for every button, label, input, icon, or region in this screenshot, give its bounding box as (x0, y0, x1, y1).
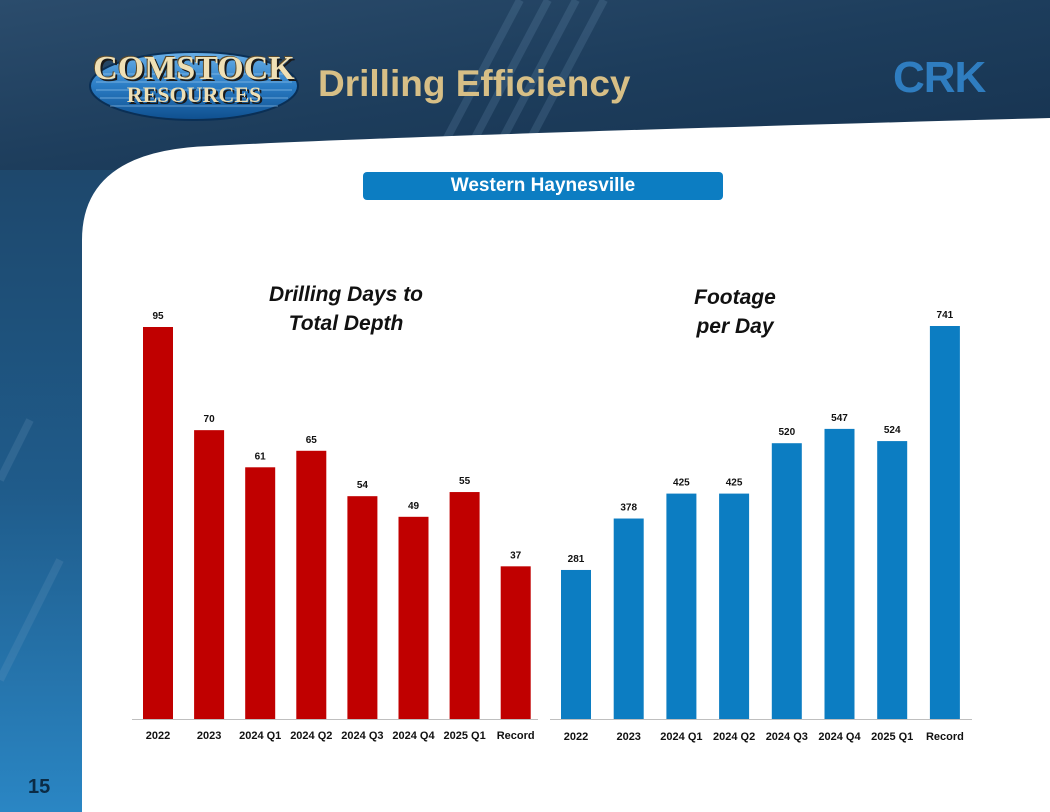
chart-1-bar (143, 327, 173, 719)
chart-2-bar (771, 443, 802, 719)
chart-1-bar (245, 467, 276, 719)
chart-2-bar (877, 441, 908, 719)
chart2-title-line1: Footage (694, 286, 776, 309)
chart1-title: Drilling Days to Total Depth (256, 280, 436, 338)
chart-1-bar (347, 496, 378, 719)
chart-1-tick-label: 2024 Q3 (341, 730, 383, 742)
chart2-title-line2: per Day (696, 315, 774, 338)
chart-2-value-label: 425 (673, 478, 690, 489)
chart-1-bar (449, 492, 480, 719)
chart-2-bar (666, 493, 697, 719)
chart-1-value-label: 49 (408, 501, 420, 512)
logo-line2: RESOURCES (126, 82, 262, 107)
page-title: Drilling Efficiency (318, 63, 631, 104)
chart-2-bar (929, 326, 960, 719)
chart-1-value-label: 54 (357, 480, 369, 491)
chart-2-tick-label: 2024 Q1 (660, 731, 702, 743)
chart-1-tick-label: 2022 (146, 730, 170, 742)
logo-line1: COMSTOCK (93, 50, 295, 87)
chart-2-tick-label: 2024 Q4 (818, 731, 861, 743)
chart-2-value-label: 425 (726, 478, 743, 489)
chart-1-value-label: 61 (255, 451, 267, 462)
chart-2-tick-label: Record (926, 731, 964, 743)
company-logo: COMSTOCK RESOURCES (88, 48, 300, 122)
ticker-logo: CRK (893, 53, 986, 102)
chart-2-tick-label: 2022 (564, 731, 588, 743)
chart-2-bar (719, 493, 750, 719)
chart-1-value-label: 65 (306, 435, 318, 446)
chart-2-tick-label: 2024 Q3 (766, 731, 808, 743)
chart-1-value-label: 70 (204, 414, 216, 425)
chart-2-bar (561, 569, 591, 719)
chart-1-tick-label: 2025 Q1 (443, 730, 485, 742)
chart-1-bar (398, 516, 429, 719)
chart-2-tick-label: 2025 Q1 (871, 731, 913, 743)
chart-1-value-label: 95 (152, 311, 164, 322)
chart1-title-line1: Drilling Days to (268, 283, 424, 306)
chart-2-value-label: 741 (937, 310, 954, 321)
chart-2-value-label: 547 (831, 413, 848, 424)
chart-2: 281 2022 378 2023 425 2024 Q1 425 2024 Q2 520 202… (550, 310, 972, 743)
chart-1-value-label: 37 (510, 550, 522, 561)
chart-1-tick-label: 2023 (197, 730, 221, 742)
chart-1: 95 2022 70 2023 61 2024 Q1 65 2024 Q2 54 2024 Q3 4… (132, 311, 538, 742)
chart-1-tick-label: 2024 Q1 (239, 730, 281, 742)
chart1-title-line2: Total Depth (288, 312, 404, 335)
chart-1-bar (194, 430, 225, 719)
section-badge: Western Haynesville (363, 172, 723, 200)
chart-1-tick-label: Record (497, 730, 535, 742)
chart-2-value-label: 378 (620, 503, 637, 514)
chart-2-tick-label: 2024 Q2 (713, 731, 755, 743)
chart-2-tick-label: 2023 (616, 731, 640, 743)
logo-oval (89, 51, 299, 121)
chart-1-tick-label: 2024 Q4 (392, 730, 435, 742)
chart2-title: Footage per Day (660, 283, 810, 341)
chart-1-value-label: 55 (459, 476, 471, 487)
page-number: 15 (28, 776, 51, 798)
chart-1-tick-label: 2024 Q2 (290, 730, 332, 742)
chart-2-bar (824, 428, 855, 719)
chart-2-value-label: 281 (568, 554, 585, 565)
chart-1-bar (500, 566, 531, 719)
chart-2-bar (613, 518, 644, 719)
chart-1-bar (296, 450, 327, 719)
chart-2-value-label: 524 (884, 425, 901, 436)
chart-2-value-label: 520 (778, 427, 795, 438)
